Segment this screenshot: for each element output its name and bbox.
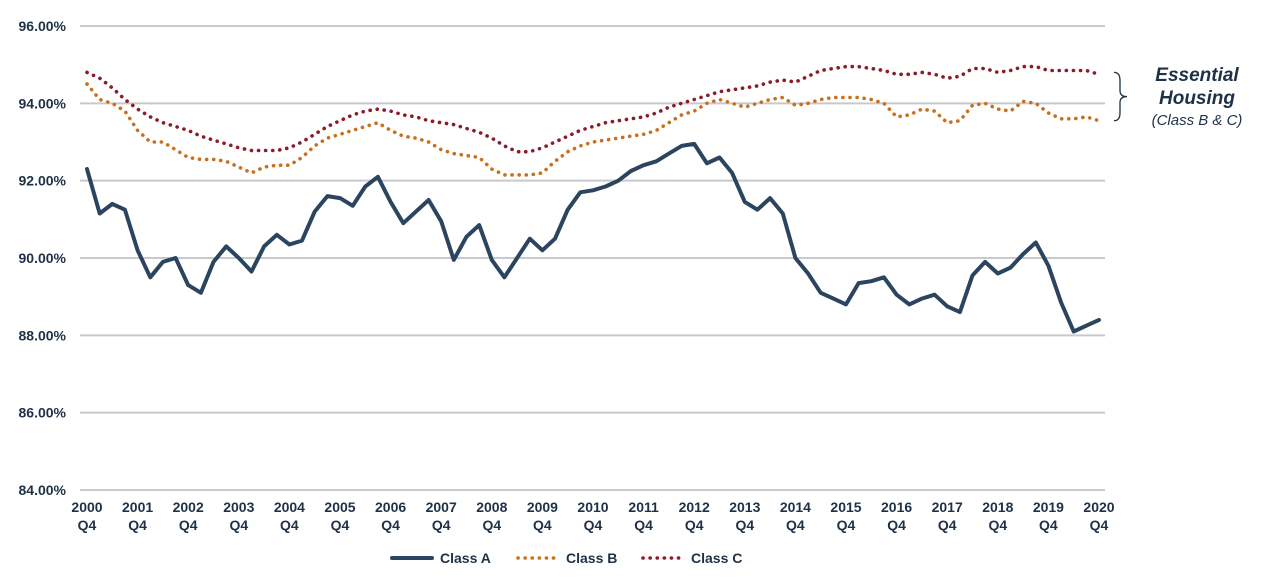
x-tick-label-year: 2009 xyxy=(527,499,558,515)
x-tick-label-year: 2004 xyxy=(274,499,305,515)
x-tick-label-quarter: Q4 xyxy=(685,517,704,533)
y-tick-label: 94.00% xyxy=(19,95,67,111)
series-line-class-a xyxy=(85,141,1101,334)
legend-label-class-c: Class C xyxy=(691,550,742,566)
x-tick-label-year: 2010 xyxy=(577,499,608,515)
x-tick-label-quarter: Q4 xyxy=(482,517,501,533)
x-tick-label-year: 2001 xyxy=(122,499,153,515)
x-tick-label-year: 2019 xyxy=(1033,499,1064,515)
x-tick-label-quarter: Q4 xyxy=(1039,517,1058,533)
x-tick-label-year: 2020 xyxy=(1083,499,1114,515)
annotation-title-line-2: Housing xyxy=(1159,88,1235,109)
x-tick-label-quarter: Q4 xyxy=(938,517,957,533)
x-tick-label-quarter: Q4 xyxy=(128,517,147,533)
x-tick-label-year: 2011 xyxy=(628,499,659,515)
x-tick-label-quarter: Q4 xyxy=(381,517,400,533)
x-tick-label-year: 2007 xyxy=(426,499,457,515)
annotation-bracket xyxy=(1113,71,1128,122)
x-tick-label-year: 2008 xyxy=(476,499,507,515)
y-tick-label: 84.00% xyxy=(19,482,67,498)
series-line-class-c xyxy=(85,64,1101,154)
y-tick-label: 88.00% xyxy=(19,327,67,343)
x-tick-label-quarter: Q4 xyxy=(786,517,805,533)
x-tick-label-year: 2005 xyxy=(324,499,355,515)
x-tick-label-year: 2006 xyxy=(375,499,406,515)
annotation-title-line-1: Essential xyxy=(1155,65,1239,86)
series-lines xyxy=(85,64,1101,334)
gridlines xyxy=(80,25,1105,491)
x-tick-label-quarter: Q4 xyxy=(179,517,198,533)
x-tick-label-quarter: Q4 xyxy=(331,517,350,533)
y-axis-ticks: 96.00% 94.00% 92.00% 90.00% 88.00% 86.00% 84.0… xyxy=(19,18,67,498)
x-tick-label-year: 2017 xyxy=(932,499,963,515)
x-tick-label-year: 2015 xyxy=(830,499,861,515)
x-tick-label-quarter: Q4 xyxy=(988,517,1007,533)
x-tick-label-year: 2000 xyxy=(71,499,102,515)
x-tick-label-quarter: Q4 xyxy=(280,517,299,533)
x-tick-label-quarter: Q4 xyxy=(584,517,603,533)
essential-housing-annotation: Essential Housing (Class B & C) xyxy=(1113,65,1243,129)
x-tick-label-quarter: Q4 xyxy=(229,517,248,533)
x-tick-label-year: 2018 xyxy=(982,499,1013,515)
x-tick-label-quarter: Q4 xyxy=(1090,517,1109,533)
x-tick-label-quarter: Q4 xyxy=(432,517,451,533)
x-tick-label-year: 2016 xyxy=(881,499,912,515)
x-tick-label-quarter: Q4 xyxy=(735,517,754,533)
series-line-class-b xyxy=(85,82,1101,177)
x-tick-label-year: 2012 xyxy=(679,499,710,515)
x-tick-label-quarter: Q4 xyxy=(634,517,653,533)
y-tick-label: 92.00% xyxy=(19,173,67,189)
x-tick-label-quarter: Q4 xyxy=(887,517,906,533)
legend: Class A Class B Class C xyxy=(390,550,742,566)
x-axis-ticks: 2000 Q4 2001 Q4 2002 Q4 2003 Q4 2004 Q4 2005 Q4 2006… xyxy=(71,499,1114,533)
legend-label-class-b: Class B xyxy=(566,550,617,566)
x-tick-label-quarter: Q4 xyxy=(533,517,552,533)
x-tick-label-quarter: Q4 xyxy=(837,517,856,533)
x-tick-label-year: 2002 xyxy=(173,499,204,515)
annotation-subtitle: (Class B & C) xyxy=(1152,112,1243,129)
x-tick-label-year: 2003 xyxy=(223,499,254,515)
legend-label-class-a: Class A xyxy=(440,550,491,566)
y-tick-label: 96.00% xyxy=(19,18,67,34)
x-tick-label-quarter: Q4 xyxy=(78,517,97,533)
y-tick-label: 86.00% xyxy=(19,405,67,421)
x-tick-label-year: 2014 xyxy=(780,499,811,515)
x-tick-label-year: 2013 xyxy=(729,499,760,515)
y-tick-label: 90.00% xyxy=(19,250,67,266)
